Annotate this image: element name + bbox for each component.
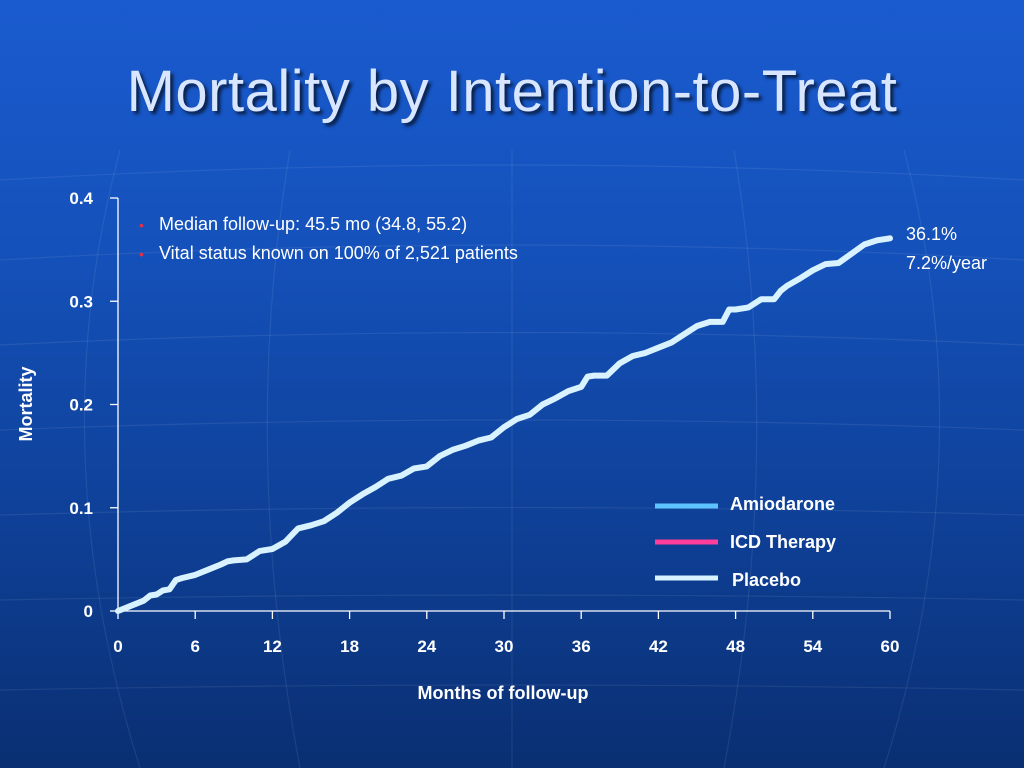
note-2: Vital status known on 100% of 2,521 pati… (159, 243, 518, 263)
series-group (115, 235, 893, 614)
x-tick-label: 36 (572, 637, 591, 656)
x-tick-label: 0 (113, 637, 122, 656)
end-label-rate: 7.2%/year (906, 253, 987, 273)
slide-title: Mortality by Intention-to-Treat (126, 59, 898, 124)
x-tick-label: 12 (263, 637, 282, 656)
series-line-placebo (115, 235, 893, 614)
notes-box: • Median follow-up: 45.5 mo (34.8, 55.2)… (139, 214, 518, 263)
y-tick-label: 0.1 (69, 499, 93, 518)
x-tick-label: 60 (881, 637, 900, 656)
note-bullet-2: • (139, 246, 144, 262)
x-axis-title: Months of follow-up (418, 683, 589, 703)
legend-label-placebo: Placebo (732, 570, 801, 590)
note-1: Median follow-up: 45.5 mo (34.8, 55.2) (159, 214, 467, 234)
legend: Amiodarone ICD Therapy Placebo (655, 494, 836, 590)
y-axis-title: Mortality (16, 366, 36, 441)
y-tick-label: 0.2 (69, 396, 93, 415)
legend-label-icd-therapy: ICD Therapy (730, 532, 836, 552)
y-tick-label: 0.4 (69, 189, 93, 208)
x-tick-label: 42 (649, 637, 668, 656)
x-tick-label: 30 (495, 637, 514, 656)
x-tick-label: 48 (726, 637, 745, 656)
x-tick-label: 54 (803, 637, 822, 656)
chart-ticks: 0 6 12 18 24 30 36 42 48 54 60 0 0.1 0.2 0.3 0.4 (69, 189, 899, 656)
x-tick-label: 24 (417, 637, 436, 656)
x-tick-label: 6 (190, 637, 199, 656)
x-tick-label: 18 (340, 637, 359, 656)
note-bullet-1: • (139, 217, 144, 233)
y-tick-label: 0 (84, 602, 93, 621)
end-label-percent: 36.1% (906, 224, 957, 244)
y-tick-label: 0.3 (69, 292, 93, 311)
legend-label-amiodarone: Amiodarone (730, 494, 835, 514)
